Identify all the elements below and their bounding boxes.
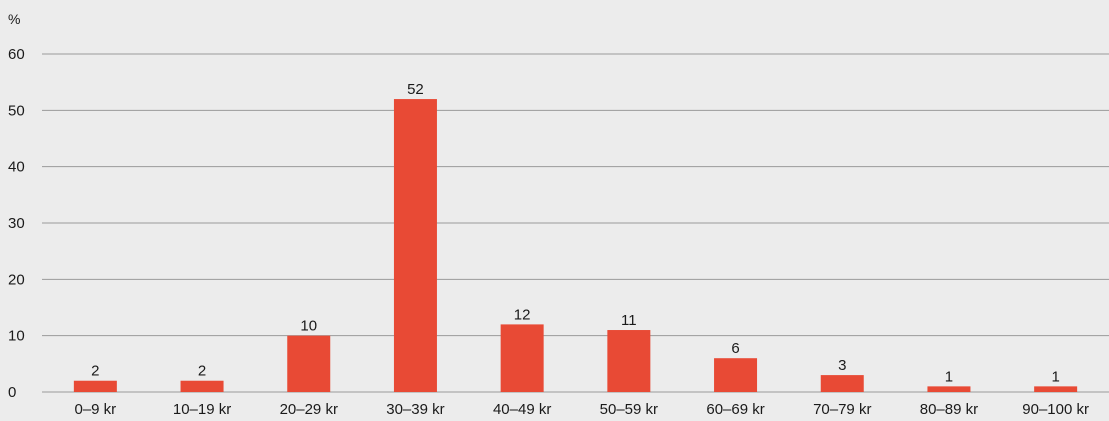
- x-tick-label-5: 50–59 kr: [600, 401, 658, 418]
- bar-value-label-4: 12: [514, 306, 531, 323]
- bar-value-label-8: 1: [945, 368, 953, 385]
- x-tick-label-3: 30–39 kr: [386, 401, 444, 418]
- y-tick-label-50: 50: [8, 102, 25, 119]
- bar-3: [393, 99, 437, 393]
- x-tick-label-2: 20–29 kr: [280, 401, 338, 418]
- x-tick-label-6: 60–69 kr: [706, 401, 764, 418]
- bar-value-label-7: 3: [838, 357, 846, 374]
- x-tick-label-7: 70–79 kr: [813, 401, 871, 418]
- y-tick-label-30: 30: [8, 215, 25, 232]
- bars: [73, 99, 1078, 393]
- y-tick-label-60: 60: [8, 46, 25, 63]
- x-axis-tick-labels: 0–9 kr 10–19 kr 20–29 kr 30–39 kr 40–49 kr 50…: [74, 401, 1089, 418]
- bar-value-label-0: 2: [91, 363, 99, 380]
- x-tick-label-0: 0–9 kr: [74, 401, 116, 418]
- y-tick-label-10: 10: [8, 328, 25, 345]
- bar-2: [287, 335, 331, 392]
- bar-value-label-5: 11: [621, 312, 637, 329]
- bar-value-label-2: 10: [300, 318, 317, 335]
- y-tick-label-0: 0: [8, 384, 16, 401]
- y-axis-unit-label: %: [8, 11, 20, 27]
- x-tick-label-4: 40–49 kr: [493, 401, 551, 418]
- x-tick-label-1: 10–19 kr: [173, 401, 231, 418]
- bar-value-label-9: 1: [1051, 368, 1059, 385]
- y-tick-label-20: 20: [8, 271, 25, 288]
- bar-value-label-6: 6: [731, 340, 739, 357]
- bar-8: [927, 386, 971, 392]
- bar-9: [1034, 386, 1078, 392]
- y-axis-tick-labels: 0 10 20 30 40 50 60: [8, 46, 25, 401]
- y-tick-label-40: 40: [8, 159, 25, 176]
- x-tick-label-9: 90–100 kr: [1022, 401, 1089, 418]
- bar-1: [180, 380, 224, 392]
- bar-5: [607, 330, 651, 392]
- bar-6: [714, 358, 758, 392]
- bar-4: [500, 324, 544, 392]
- grid-lines: [42, 53, 1109, 393]
- bar-value-label-1: 2: [198, 363, 206, 380]
- bar-0: [73, 380, 117, 392]
- x-tick-label-8: 80–89 kr: [920, 401, 978, 418]
- bar-7: [820, 375, 864, 392]
- bar-value-label-3: 52: [407, 81, 424, 98]
